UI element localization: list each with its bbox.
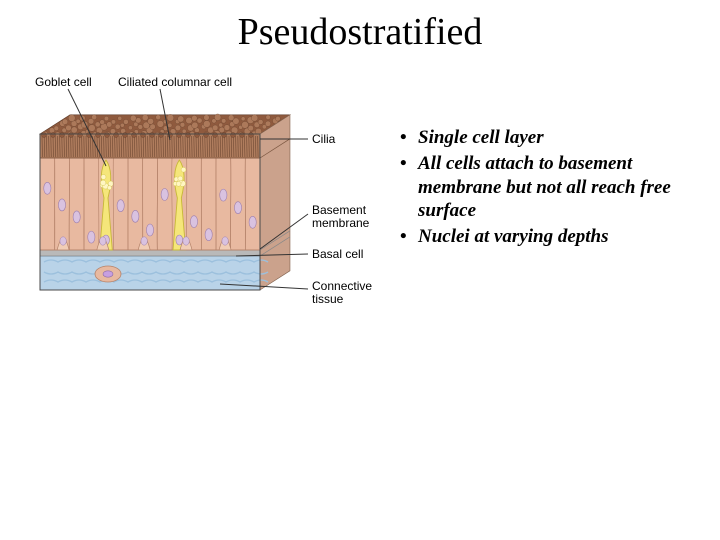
label-basal-cell: Basal cell bbox=[312, 248, 363, 261]
bullet-item: All cells attach to basement membrane bu… bbox=[400, 152, 700, 223]
label-cilia: Cilia bbox=[312, 133, 335, 146]
bullet-item: Single cell layer bbox=[400, 126, 700, 150]
label-goblet-cell: Goblet cell bbox=[35, 76, 92, 89]
page-title: Pseudostratified bbox=[0, 0, 720, 54]
label-connective-tissue: Connective tissue bbox=[312, 280, 372, 306]
label-ciliated-columnar: Ciliated columnar cell bbox=[118, 76, 232, 89]
tissue-diagram: Goblet cell Ciliated columnar cell Cilia… bbox=[10, 84, 380, 344]
bullet-list: Single cell layer All cells attach to ba… bbox=[400, 126, 700, 344]
bullet-item: Nuclei at varying depths bbox=[400, 225, 700, 249]
label-basement-membrane: Basement membrane bbox=[312, 204, 369, 230]
content-row: Goblet cell Ciliated columnar cell Cilia… bbox=[0, 84, 720, 344]
